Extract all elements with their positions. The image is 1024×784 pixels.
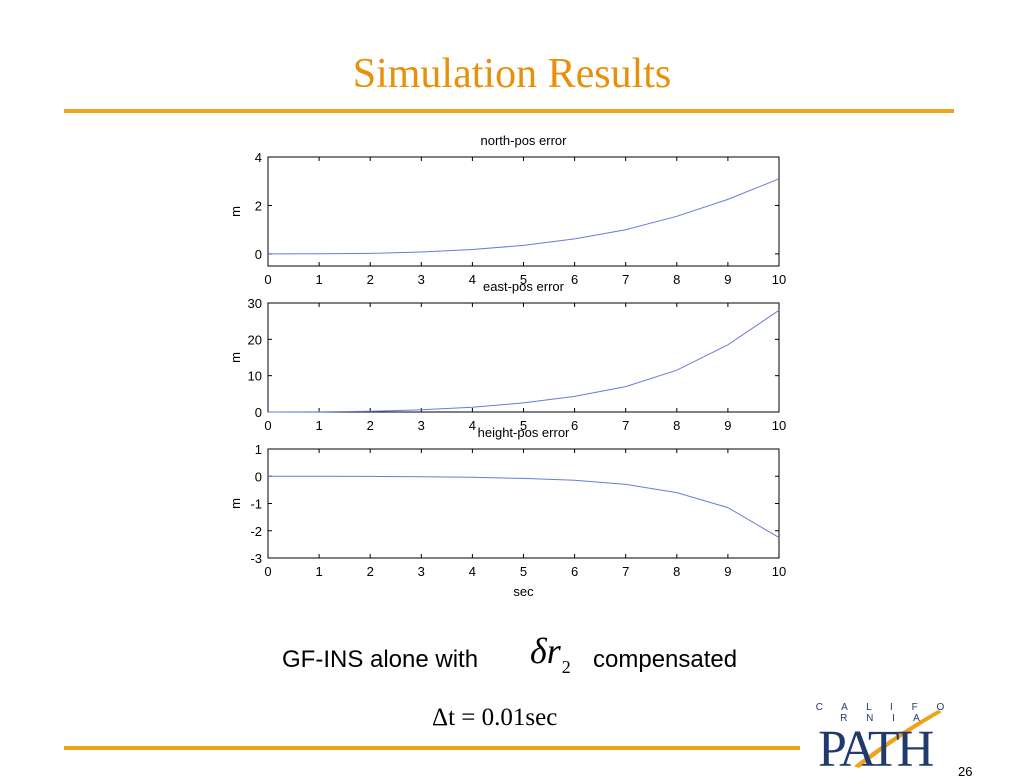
- chart-2-xtick-label: 5: [520, 418, 527, 433]
- chart-1-xtick-label: 7: [622, 272, 629, 287]
- chart-3-xtick-label: 1: [315, 564, 322, 579]
- chart-3-xlabel: sec: [513, 584, 534, 599]
- footer-divider: [64, 746, 800, 750]
- chart-1-xtick-label: 3: [418, 272, 425, 287]
- chart-3-ytick-label: -1: [250, 497, 262, 512]
- chart-1-series-line: [267, 178, 780, 255]
- chart-3-xtick-label: 2: [367, 564, 374, 579]
- formula-subscript: 2: [561, 657, 571, 677]
- chart-3-xtick-label: 5: [520, 564, 527, 579]
- logo-swoosh-icon: [854, 710, 942, 768]
- chart-1-ytick-label: 0: [255, 247, 262, 262]
- page-number: 26: [958, 764, 973, 779]
- chart-1-xtick-label: 1: [315, 272, 322, 287]
- logo-california-text: C A L I F O R N I A: [815, 702, 953, 724]
- chart-1-ytick-label: 4: [255, 150, 262, 165]
- chart-3-xtick-label: 10: [772, 564, 786, 579]
- chart-2-ytick-label: 30: [248, 296, 262, 311]
- chart-2-ylabel: m: [228, 352, 243, 363]
- formula-symbol: δr: [530, 631, 561, 671]
- chart-2-xtick-label: 8: [673, 418, 680, 433]
- caption-suffix: compensated: [593, 646, 738, 673]
- chart-1-xtick-label: 0: [264, 272, 271, 287]
- chart-3-xtick-label: 4: [469, 564, 476, 579]
- chart-3-series-line: [268, 475, 780, 539]
- chart-1-frame: [267, 156, 780, 267]
- title-divider: [64, 109, 954, 113]
- chart-3-ylabel: m: [228, 498, 243, 509]
- logo-path-word: PATH: [818, 721, 934, 778]
- caption-prefix: GF-INS alone with: [282, 646, 479, 673]
- chart-3-ytick-label: -2: [250, 524, 262, 539]
- caption: GF-INS alone with compensated: [282, 646, 737, 674]
- chart-3-xtick-label: 7: [622, 564, 629, 579]
- chart-3-xtick-label: 8: [673, 564, 680, 579]
- chart-1-xtick-label: 10: [772, 272, 786, 287]
- chart-2-title: east-pos error: [483, 279, 565, 294]
- chart-1-xtick-label: 9: [724, 272, 731, 287]
- chart-1-xtick-label: 5: [520, 272, 527, 287]
- chart-2-series-line: [267, 309, 780, 413]
- slide-title: Simulation Results: [352, 51, 672, 97]
- chart-2-xtick-label: 3: [418, 418, 425, 433]
- chart-2-xtick-label: 2: [367, 418, 374, 433]
- chart-3-xtick-label: 9: [724, 564, 731, 579]
- chart-3-title: height-pos error: [478, 425, 570, 440]
- chart-2-xtick-label: 6: [571, 418, 578, 433]
- chart-1-xtick-label: 2: [367, 272, 374, 287]
- chart-1-title: north-pos error: [481, 133, 568, 148]
- california-path-logo: C A L I F O R N I A PATH: [814, 700, 954, 780]
- chart-1-xtick-label: 8: [673, 272, 680, 287]
- chart-3-ytick-label: 1: [255, 442, 262, 457]
- time-step-formula: Δt = 0.01sec: [432, 704, 558, 731]
- chart-2-xtick-label: 9: [724, 418, 731, 433]
- chart-1-ytick-label: 2: [255, 198, 262, 213]
- chart-3-xtick-label: 3: [418, 564, 425, 579]
- chart-3-ytick-label: 0: [255, 469, 262, 484]
- chart-2-ytick-label: 20: [248, 332, 262, 347]
- chart-1-xtick-label: 4: [469, 272, 476, 287]
- chart-3-xtick-label: 6: [571, 564, 578, 579]
- chart-3-ytick-label: -3: [250, 551, 262, 566]
- delta-r2-symbol: δr2: [530, 630, 571, 678]
- chart-2-xtick-label: 4: [469, 418, 476, 433]
- chart-2-xtick-label: 7: [622, 418, 629, 433]
- chart-3-xtick-label: 0: [264, 564, 271, 579]
- chart-2-xtick-label: 10: [772, 418, 786, 433]
- chart-2-xtick-label: 1: [315, 418, 322, 433]
- chart-3-frame: [267, 448, 780, 559]
- chart-2-ytick-label: 0: [255, 405, 262, 420]
- chart-1-ylabel: m: [228, 206, 243, 217]
- chart-1-xtick-label: 6: [571, 272, 578, 287]
- chart-2-xtick-label: 0: [264, 418, 271, 433]
- chart-2-ytick-label: 10: [248, 369, 262, 384]
